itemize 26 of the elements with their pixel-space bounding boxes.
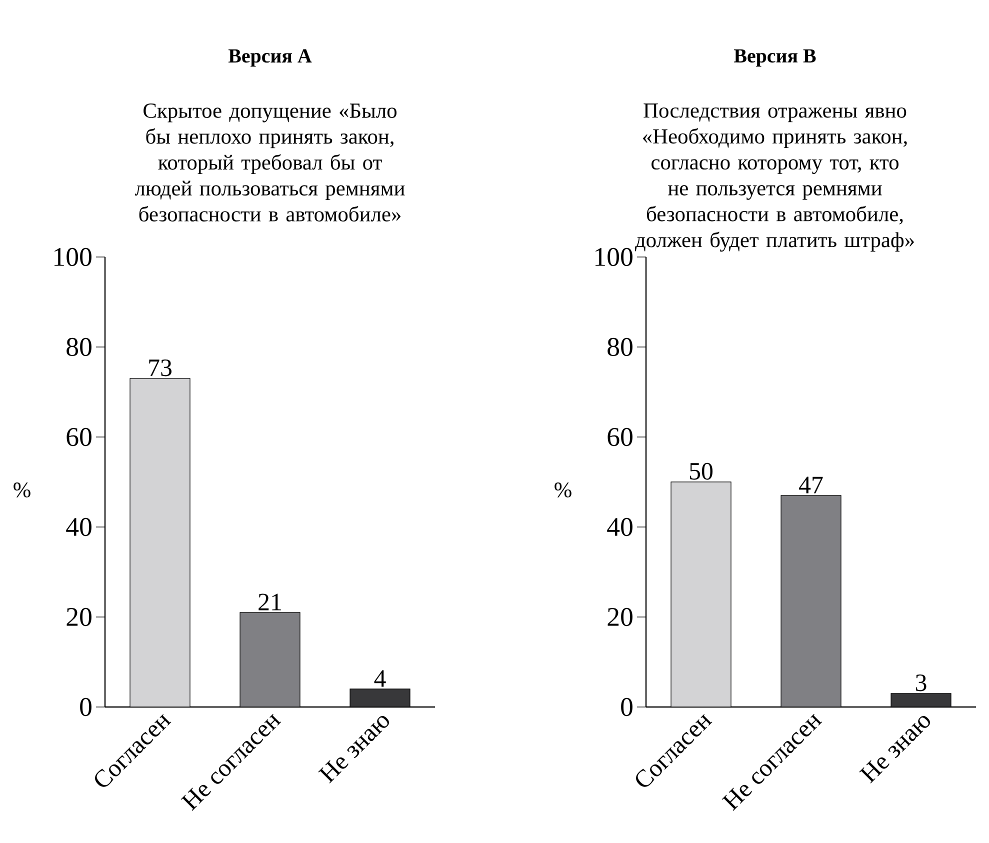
y-tick-label: 80 <box>66 338 92 356</box>
y-axis-title: % <box>554 482 572 498</box>
data-label: 3 <box>916 674 926 692</box>
chart-title: Версия В <box>734 49 816 67</box>
data-label: 4 <box>374 670 386 687</box>
data-label: 47 <box>799 476 823 494</box>
y-tick-label: 0 <box>621 698 632 716</box>
data-label: 50 <box>690 462 713 480</box>
y-tick-label: 0 <box>80 698 92 716</box>
x-tick-label: Не знаю <box>859 716 930 784</box>
y-tick-label: 40 <box>607 518 632 536</box>
y-tick-label: 60 <box>66 428 92 446</box>
y-tick-label: 80 <box>608 338 632 356</box>
chart-title: Версия А <box>228 49 312 67</box>
y-tick-label: 100 <box>596 248 632 266</box>
y-tick-label: 20 <box>608 608 632 626</box>
data-label: 73 <box>149 359 172 376</box>
data-label: 21 <box>258 594 281 610</box>
y-tick-label: 100 <box>54 248 92 266</box>
x-tick-label: Не знаю <box>318 716 390 784</box>
y-tick-label: 40 <box>66 518 92 536</box>
chart-subtitle: Последствия отражены явно «Необходимо принять закон, согласно которому тот, кто не пользуется ремнями безопасности в автомобиле, должен будет платить штраф» <box>634 104 914 252</box>
chart-subtitle: Скрытое допущение «Было бы неплохо принять закон, который требовал бы от людей пользоваться ремнями безопасности в автомобиле» <box>134 104 405 222</box>
y-axis-title: % <box>14 482 30 498</box>
y-tick-label: 20 <box>66 608 92 626</box>
y-tick-label: 60 <box>608 428 632 446</box>
